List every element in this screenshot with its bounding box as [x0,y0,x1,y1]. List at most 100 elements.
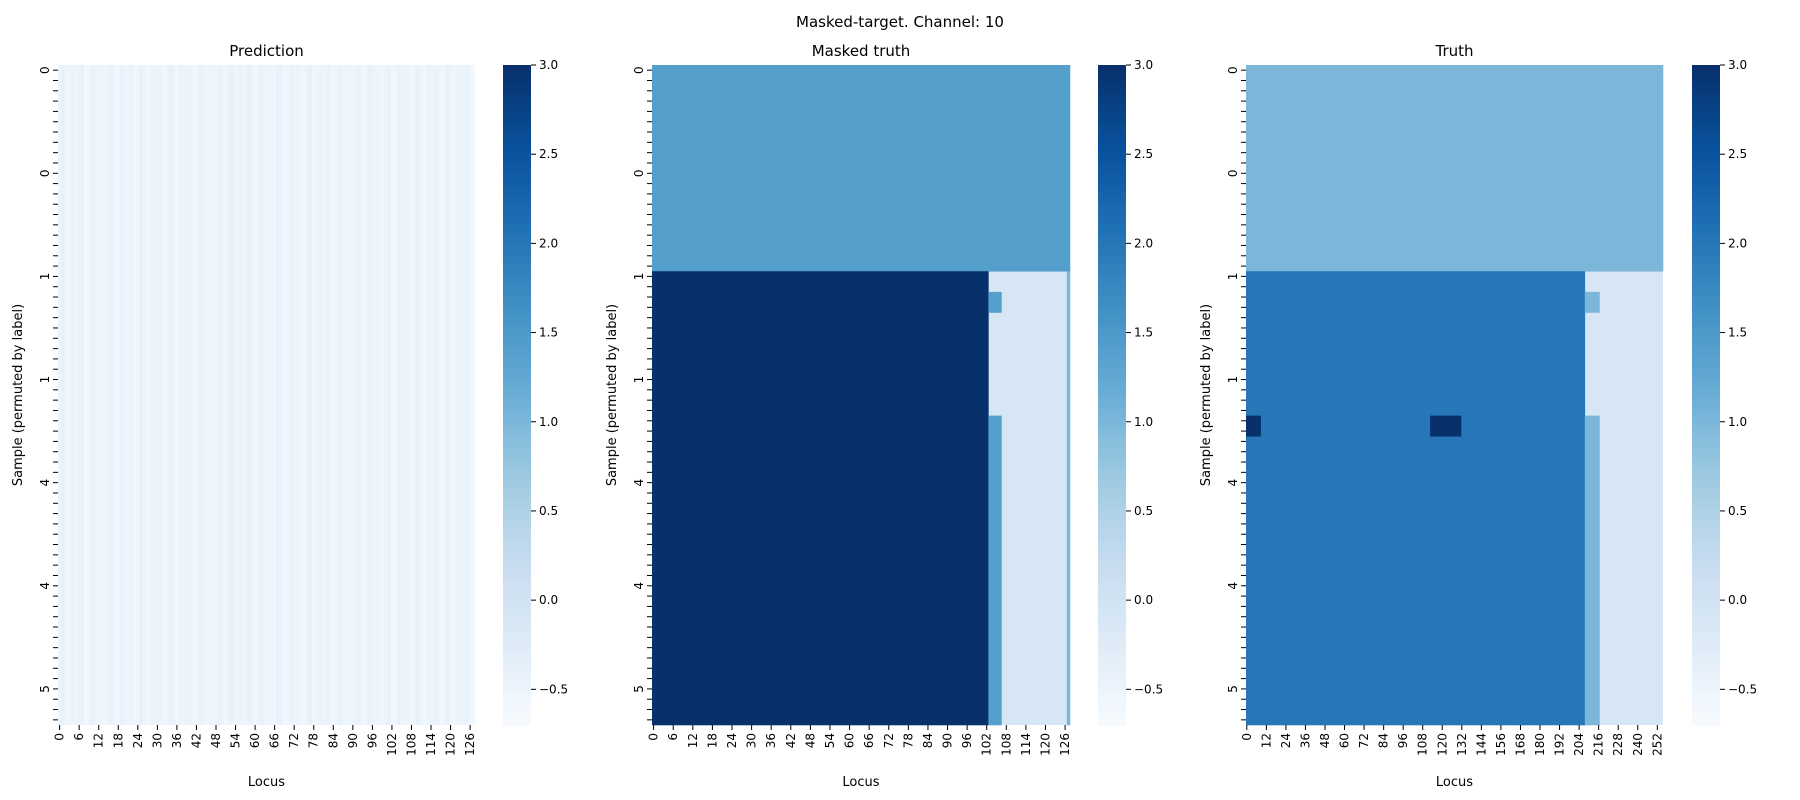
heatmap-column [305,65,310,725]
x-tick-label: 120 [1435,733,1449,756]
colorbar-segment [1098,388,1126,396]
y-tick-label: 5 [38,685,52,693]
colorbar-segment [1692,355,1720,363]
colorbar-segment [1098,553,1126,561]
colorbar-segment [1098,124,1126,132]
colorbar-segment [1692,474,1720,482]
heatmap-column [465,65,469,725]
colorbar-segment [1692,718,1720,726]
colorbar-segment [1692,546,1720,554]
y-tick-label: 1 [632,273,646,281]
heatmap-column [220,65,225,725]
colorbar-segment [1692,137,1720,145]
colorbar-tick-label: 2.5 [539,147,558,161]
colorbar-segment [1692,230,1720,238]
colorbar-segment [1692,441,1720,449]
colorbar-segment [1692,586,1720,594]
colorbar-segment [503,177,531,185]
colorbar-tick-label: 1.0 [1728,415,1747,429]
heatmap-column [308,65,313,725]
colorbar-segment [1692,104,1720,112]
colorbar-segment [503,111,531,119]
heatmap-column [396,65,401,725]
x-tick-label: 102 [385,733,399,756]
colorbar-segment [1692,533,1720,541]
colorbar-segment [1692,216,1720,224]
heatmap-column [458,65,463,725]
heatmap-column [380,65,385,725]
colorbar-segment [503,269,531,277]
heatmap-column [367,65,372,725]
heatmap-column [442,65,446,725]
colorbar-segment [503,527,531,535]
colorbar-segment [503,203,531,211]
colorbar-segment [503,494,531,502]
colorbar-segment [1692,256,1720,264]
colorbar-segment [1692,309,1720,317]
colorbar-segment [1098,210,1126,218]
panel-title: Truth [1434,42,1473,60]
colorbar-segment [1692,447,1720,455]
heatmap-column [406,65,411,725]
colorbar-segment [1098,375,1126,383]
heatmap-column [116,65,121,725]
colorbar-segment [1098,645,1126,653]
x-tick-label: 204 [1572,733,1586,756]
colorbar: 3.0 2.5 2.0 1.5 1.0 0.5 0.0 −0.5 [503,58,568,726]
colorbar-segment [503,401,531,409]
y-tick-label: 0 [632,66,646,74]
colorbar-segment [503,480,531,488]
x-axis: 0 6 12 18 24 30 36 42 48 54 60 66 72 78 84 90 96 102 108 11… [647,725,1072,756]
colorbar-segment [503,362,531,370]
heatmap-block [652,65,1071,272]
colorbar-segment [503,507,531,515]
heatmap-column [315,65,319,725]
colorbar-segment [1692,65,1720,73]
colorbar-segment [1692,645,1720,653]
colorbar-segment [1098,461,1126,469]
heatmap-column [211,65,215,725]
colorbar-segment [1098,692,1126,700]
x-tick-label: 108 [404,733,418,756]
y-tick-label: 0 [38,169,52,177]
colorbar-segment [503,639,531,647]
colorbar-segment [503,434,531,442]
colorbar-segment [503,718,531,726]
colorbar-segment [503,210,531,218]
colorbar-segment [503,302,531,310]
heatmap-column [240,65,244,725]
heatmap-column [106,65,111,725]
colorbar-segment [1692,381,1720,389]
colorbar-segment [1098,566,1126,574]
colorbar-segment [1098,355,1126,363]
x-tick-label: 0 [53,733,67,741]
colorbar-segment [1098,282,1126,290]
x-tick-label: 144 [1474,733,1488,756]
colorbar-segment [503,606,531,614]
colorbar-segment [503,249,531,257]
x-tick-label: 24 [1279,733,1293,748]
colorbar-segment [1692,223,1720,231]
y-tick-label: 0 [1226,66,1240,74]
colorbar-segment [1098,428,1126,436]
colorbar-segment [503,91,531,99]
colorbar-segment [503,71,531,79]
colorbar-segment [503,665,531,673]
colorbar-segment [503,289,531,297]
y-axis: 0 0 1 1 4 4 5 [632,66,652,721]
colorbar-tick-label: 0.0 [1134,593,1153,607]
heatmap-cells [652,65,1071,726]
x-tick-label: 90 [941,733,955,748]
heatmap-column [347,65,352,725]
colorbar-segment [503,329,531,337]
colorbar-segment [1692,71,1720,79]
x-tick-label: 252 [1650,733,1664,756]
heatmap-column [152,65,157,725]
x-tick-label: 78 [307,733,321,748]
colorbar-segment [1692,685,1720,693]
x-tick-label: 24 [131,733,145,748]
colorbar-segment [1098,487,1126,495]
heatmap-column [230,65,235,725]
heatmap-column [194,65,199,725]
colorbar-segment [503,84,531,92]
